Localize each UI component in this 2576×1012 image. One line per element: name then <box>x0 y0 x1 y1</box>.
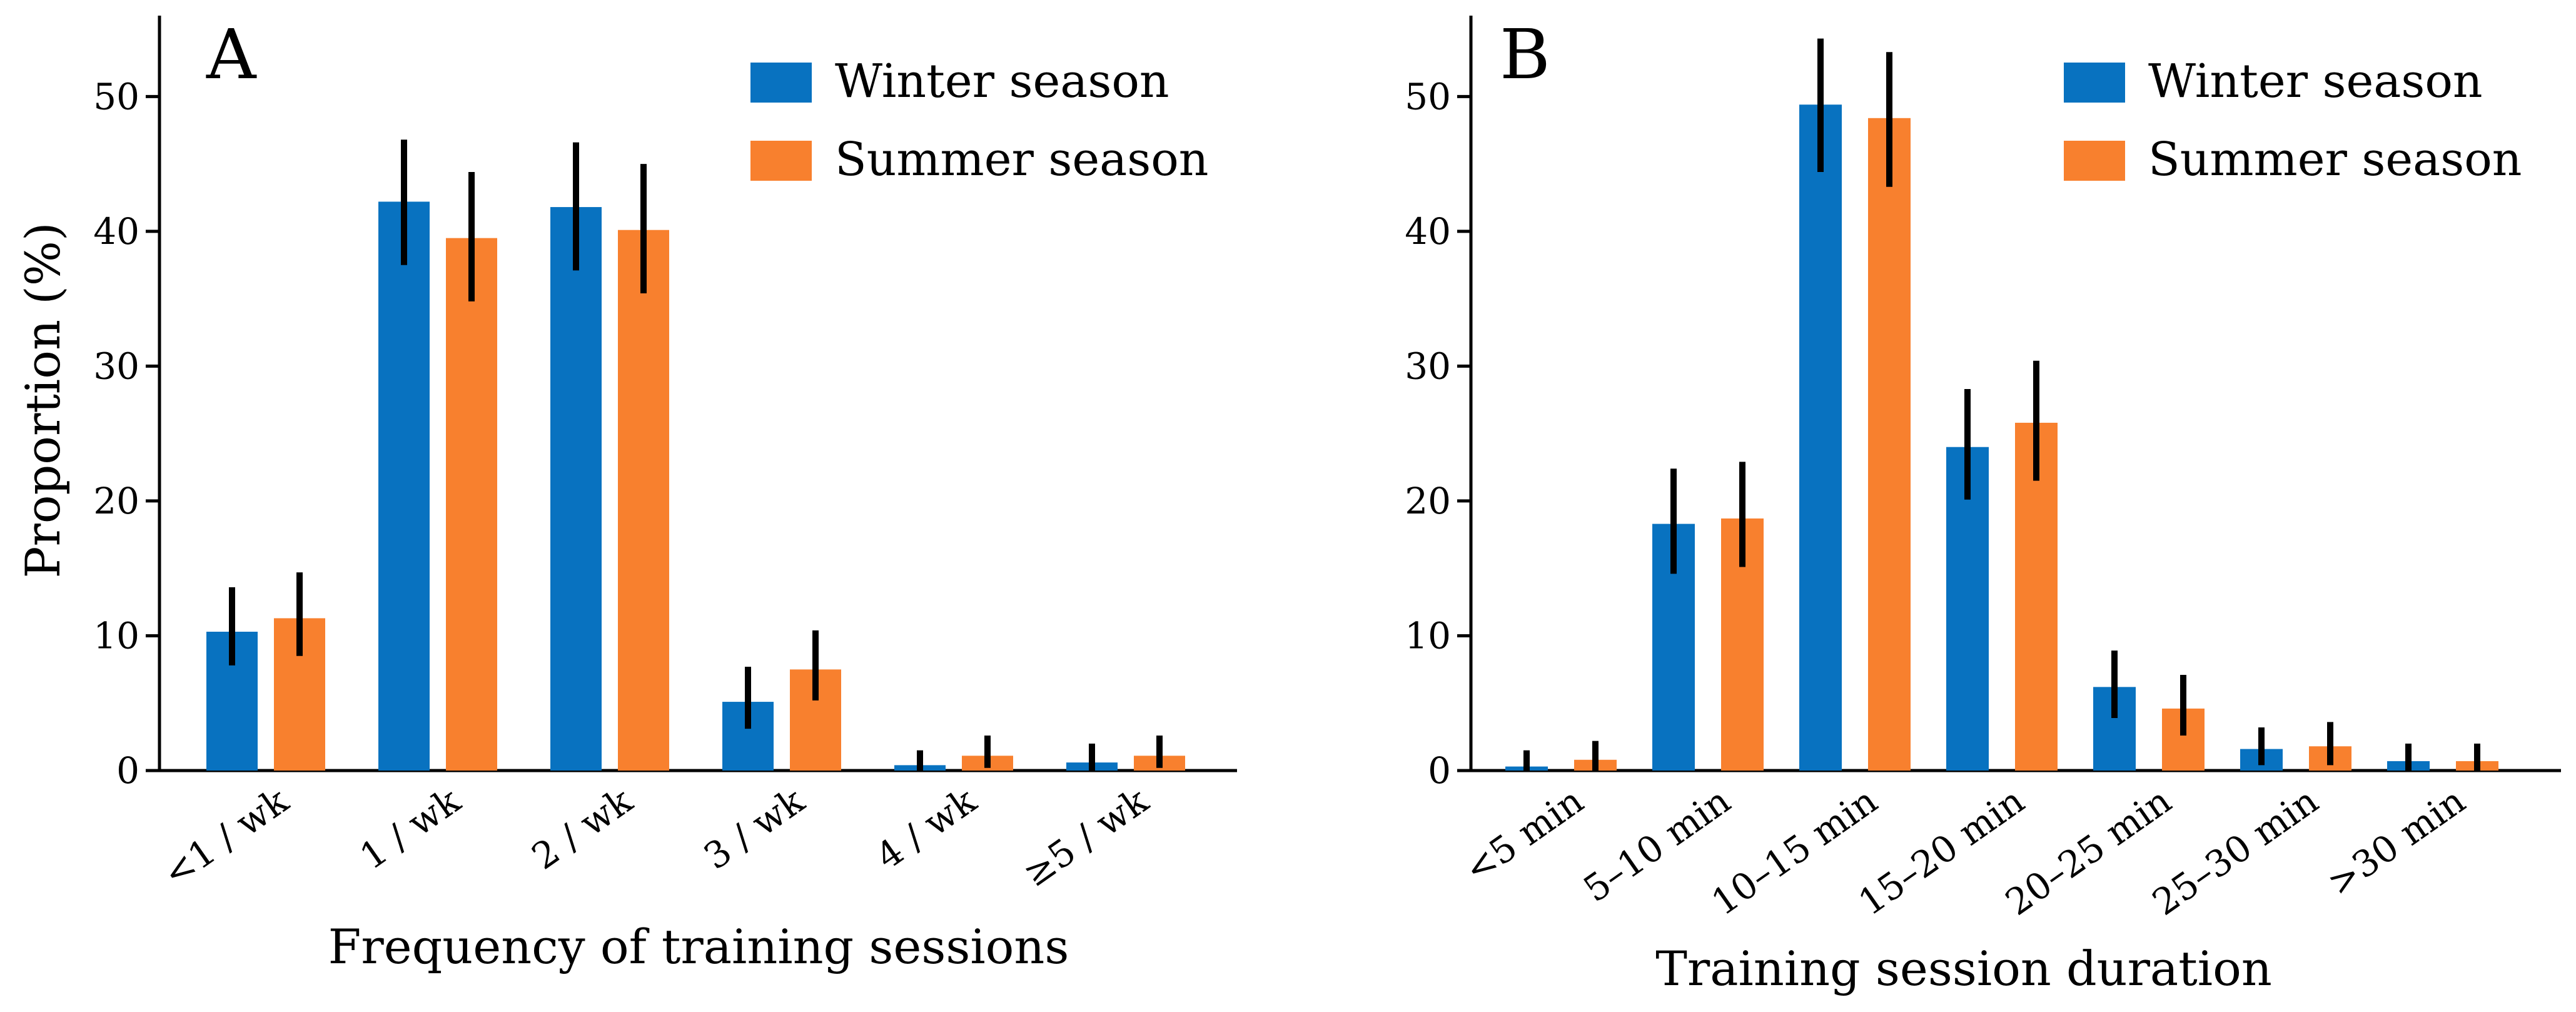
panel-b-y-tick-label: 10 <box>1405 614 1451 657</box>
panel-b-bar-winter <box>1946 447 1989 771</box>
panel-a-legend-swatch-summer <box>750 141 812 181</box>
panel-a-y-tick-label: 10 <box>93 614 139 657</box>
panel-a-x-tick-label: 4 / wk <box>868 779 984 878</box>
panel-b-x-tick-label: <5 min <box>1457 779 1591 891</box>
panel-a-legend-label: Summer season <box>835 133 1208 186</box>
panel-a: A Proportion (%) Frequency of training s… <box>15 14 1237 974</box>
panel-a-x-tick-label: 1 / wk <box>352 779 468 878</box>
panel-b-legend-label: Summer season <box>2148 133 2522 186</box>
panel-a-legend-swatch-winter <box>750 63 812 103</box>
panel-a-legend-label: Winter season <box>835 54 1169 108</box>
panel-a-bar-winter <box>550 207 602 771</box>
panel-b-x-tick-label: 10–15 min <box>1704 779 1885 924</box>
panel-a-bar-summer <box>446 238 497 771</box>
panel-b-x-tick-label: 20–25 min <box>1998 779 2179 924</box>
panel-b-y-tick-label: 0 <box>1428 749 1451 792</box>
panel-a-x-tick-label: 2 / wk <box>524 779 640 878</box>
panel-b-letter: B <box>1500 14 1550 94</box>
panel-b-x-tick-label: 15–20 min <box>1851 779 2032 924</box>
panel-a-bar-summer <box>618 230 669 771</box>
panel-b-x-tick-label: >30 min <box>2320 779 2473 904</box>
panel-b: B Training session duration 0 10 20 30 40 50 <… <box>1405 14 2561 996</box>
panel-b-legend-swatch-summer <box>2064 141 2125 181</box>
panel-a-x-tick-label: <1 / wk <box>155 779 296 895</box>
panel-a-y-tick-label: 0 <box>116 749 139 792</box>
panel-b-bar-summer <box>1868 118 1911 771</box>
panel-a-y-tick-label: 50 <box>93 75 139 118</box>
panel-b-legend-label: Winter season <box>2148 54 2483 108</box>
panel-a-y-tick-label: 30 <box>93 345 139 387</box>
panel-a-y-tick-label: 40 <box>93 210 139 253</box>
panel-a-x-tick-label: ≥5 / wk <box>1015 779 1156 895</box>
panel-b-y-tick-label: 20 <box>1405 480 1451 522</box>
panel-a-ylabel: Proportion (%) <box>15 222 71 578</box>
panel-b-y-tick-label: 30 <box>1405 345 1451 387</box>
panel-a-xlabel: Frequency of training sessions <box>328 919 1069 974</box>
panel-a-x-tick-label: 3 / wk <box>696 779 812 878</box>
panel-b-y-tick-label: 40 <box>1405 210 1451 253</box>
panel-b-y-tick-label: 50 <box>1405 75 1451 118</box>
panel-b-xlabel: Training session duration <box>1655 941 2272 996</box>
panel-b-legend-swatch-winter <box>2064 63 2125 103</box>
panel-b-x-tick-label: 25–30 min <box>2144 779 2326 924</box>
panel-a-y-tick-label: 20 <box>93 480 139 522</box>
panel-b-bar-winter <box>1799 104 1842 771</box>
panel-a-bar-winter <box>378 201 430 771</box>
panel-a-letter: A <box>206 14 257 94</box>
